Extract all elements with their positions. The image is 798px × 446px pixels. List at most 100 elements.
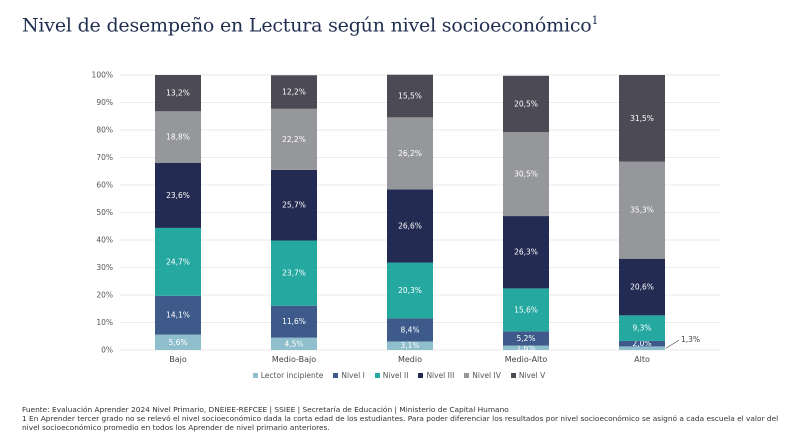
legend-item: Nivel II — [374, 371, 409, 380]
bar-segment — [271, 75, 317, 109]
legend-item: Nivel V — [510, 371, 546, 380]
legend-swatch — [333, 373, 339, 378]
bar-segment — [387, 74, 433, 118]
data-label: 25,7% — [282, 201, 306, 210]
chart-legend: Lector incipiente Nivel I Nivel II Nivel II… — [0, 371, 798, 380]
data-label: 13,2% — [166, 89, 190, 98]
data-label: 12,2% — [282, 88, 306, 97]
data-label: 22,2% — [282, 135, 306, 144]
x-tick-label: Medio-Alto — [505, 355, 548, 364]
bar-segment — [271, 305, 317, 338]
bar-segment — [503, 132, 549, 217]
data-label: 3,1% — [400, 341, 419, 350]
bar-segment — [503, 345, 549, 350]
bar-segment — [155, 163, 201, 228]
data-label: 26,6% — [398, 221, 422, 230]
data-label: 23,6% — [166, 191, 190, 200]
legend-label: Nivel III — [426, 371, 455, 380]
data-label: 8,4% — [400, 325, 419, 334]
legend-swatch — [464, 373, 470, 378]
y-tick-label: 60% — [96, 181, 113, 190]
bar-segment — [155, 111, 201, 163]
legend-label: Nivel V — [518, 371, 546, 380]
bar-segment — [387, 189, 433, 263]
x-tick-label: Medio-Bajo — [272, 355, 316, 364]
bar-segment — [271, 337, 317, 350]
bar-segment — [271, 240, 317, 306]
bar-segment — [619, 315, 665, 341]
x-tick-label: Medio — [398, 355, 422, 364]
data-label: 1,6% — [516, 343, 535, 352]
data-label: 23,7% — [282, 269, 306, 278]
data-label: 2,0% — [632, 339, 651, 348]
legend-swatch — [418, 373, 424, 378]
bar-segment — [503, 75, 549, 133]
legend-item: Nivel I — [333, 371, 365, 380]
data-label: 20,6% — [630, 283, 654, 292]
bar-segment — [387, 341, 433, 350]
data-label: 20,5% — [514, 100, 538, 109]
chart-title-text: Nivel de desempeño en Lectura según nive… — [22, 14, 592, 37]
chart-title: Nivel de desempeño en Lectura según nive… — [22, 14, 599, 37]
footer: Fuente: Evaluación Aprender 2024 Nivel P… — [22, 405, 782, 432]
bar-segment — [387, 318, 433, 342]
data-label: 26,3% — [514, 248, 538, 257]
footnote: 1 En Aprender tercer grado no se relevó … — [22, 414, 779, 432]
data-label: 35,3% — [630, 206, 654, 215]
bar-segment — [155, 75, 201, 112]
data-label: 31,5% — [630, 114, 654, 123]
legend-label: Nivel II — [382, 371, 409, 380]
y-tick-label: 70% — [96, 153, 113, 162]
data-label: 15,6% — [514, 305, 538, 314]
y-tick-label: 20% — [96, 291, 113, 300]
x-tick-label: Bajo — [169, 355, 187, 364]
y-tick-label: 100% — [92, 71, 113, 80]
legend-swatch — [510, 373, 516, 378]
legend-label: Nivel I — [341, 371, 365, 380]
x-tick-label: Alto — [634, 355, 650, 364]
y-tick-label: 90% — [96, 98, 113, 107]
y-tick-label: 0% — [101, 346, 113, 355]
data-label: 18,8% — [166, 133, 190, 142]
bar-segment — [155, 295, 201, 335]
bar-segment — [619, 346, 665, 350]
title-footnote-mark: 1 — [591, 14, 599, 27]
bar-segment — [155, 227, 201, 296]
data-label: 14,1% — [166, 311, 190, 320]
legend-item: Nivel IV — [464, 371, 501, 380]
data-label: 4,5% — [284, 339, 303, 348]
legend-label: Lector incipiente — [260, 371, 324, 380]
legend-item: Lector incipiente — [252, 371, 324, 380]
bar-segment — [503, 288, 549, 332]
bar-segment — [503, 216, 549, 289]
data-label: 24,7% — [166, 257, 190, 266]
data-label: 5,6% — [168, 338, 187, 347]
legend-item: Nivel III — [418, 371, 454, 380]
bar-segment — [387, 117, 433, 190]
data-label: 26,2% — [398, 149, 422, 158]
bar-segment — [619, 258, 665, 316]
bar-segment — [503, 331, 549, 346]
bar-segment — [155, 334, 201, 350]
bar-segment — [271, 169, 317, 241]
bar-segment — [619, 340, 665, 347]
source-note: Fuente: Evaluación Aprender 2024 Nivel P… — [22, 405, 509, 414]
legend-swatch — [374, 373, 380, 378]
data-label: 11,6% — [282, 317, 306, 326]
data-label: 1,3% — [681, 335, 700, 344]
bar-segment — [619, 161, 665, 259]
legend-swatch — [252, 373, 258, 378]
legend-label: Nivel IV — [472, 371, 501, 380]
callout-line — [665, 339, 680, 349]
bar-segment — [387, 262, 433, 319]
data-label: 9,3% — [632, 324, 651, 333]
data-label: 30,5% — [514, 170, 538, 179]
bar-segment — [271, 108, 317, 170]
data-label: 5,2% — [516, 334, 535, 343]
data-label: 15,5% — [398, 92, 422, 101]
y-tick-label: 50% — [96, 208, 113, 217]
y-tick-label: 30% — [96, 263, 113, 272]
stacked-bar-chart: 0% 10% 20% 30% 40% 50% 60% 70% 80% 90% 100% 5,6% 14,… — [92, 71, 720, 364]
y-tick-label: 10% — [96, 318, 113, 327]
data-label: 20,3% — [398, 286, 422, 295]
